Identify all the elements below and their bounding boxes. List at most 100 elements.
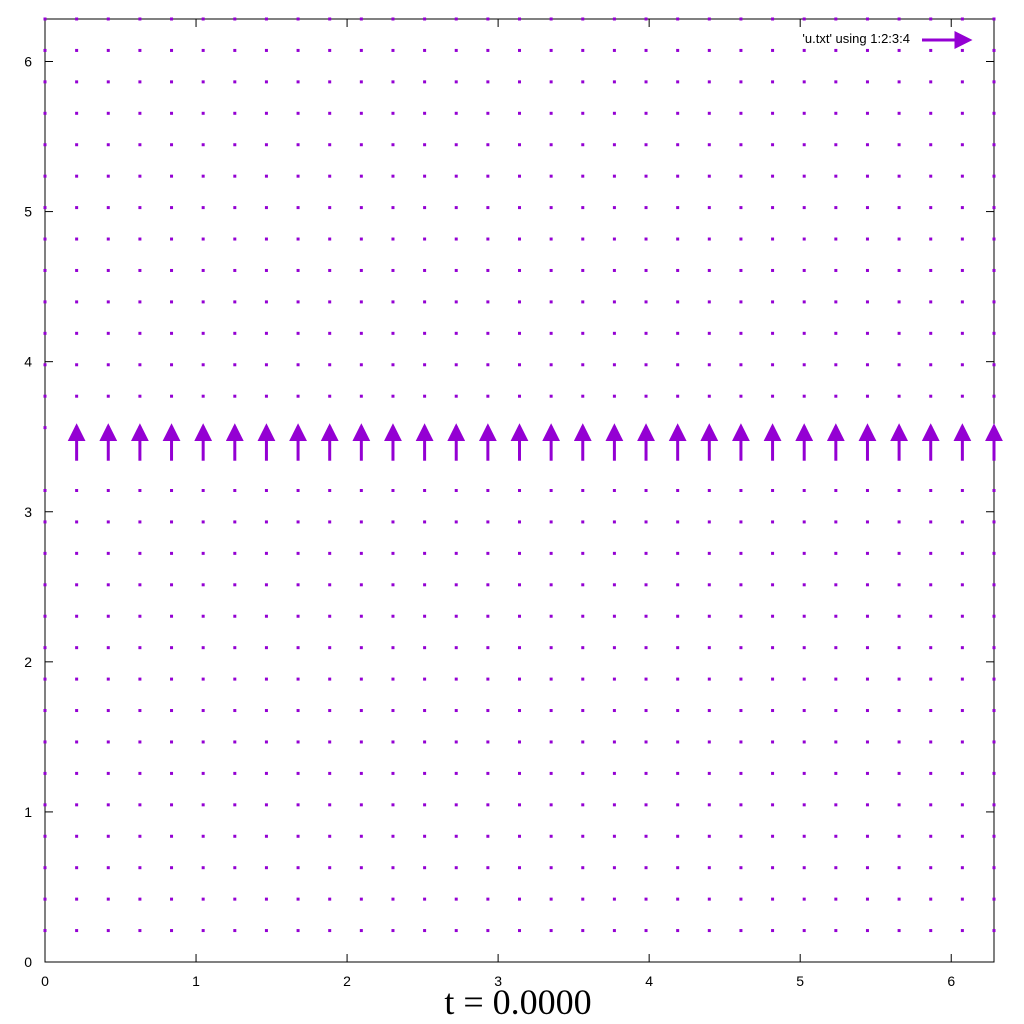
vector-dot — [454, 771, 458, 775]
vector-dot — [960, 80, 964, 84]
vector-dot — [233, 834, 237, 838]
vector-dot — [201, 709, 205, 713]
vector-dot — [834, 771, 838, 775]
vector-dot — [676, 646, 680, 650]
vector-dot — [739, 614, 743, 618]
vector-dot — [454, 520, 458, 524]
vector-dot — [170, 520, 174, 524]
vector-dot — [75, 740, 79, 744]
vector-dot — [201, 551, 205, 555]
vector-dot — [391, 174, 395, 178]
vector-dot — [138, 929, 142, 933]
vector-dot — [454, 929, 458, 933]
vector-dot — [992, 17, 996, 21]
vector-dot — [992, 80, 996, 84]
vector-dot — [897, 646, 901, 650]
vector-dot — [865, 929, 869, 933]
vector-dot — [75, 709, 79, 713]
vector-dot — [739, 174, 743, 178]
vector-dot — [802, 897, 806, 901]
vector-dot — [739, 520, 743, 524]
vector-dot — [929, 614, 933, 618]
vector-dot — [771, 834, 775, 838]
vector-dot — [897, 268, 901, 272]
vector-dot — [676, 111, 680, 115]
vector-dot — [929, 237, 933, 241]
vector-dot — [581, 17, 585, 21]
vector-dot — [75, 614, 79, 618]
vector-dot — [296, 866, 300, 870]
vector-dot — [929, 206, 933, 210]
vector-dot — [549, 834, 553, 838]
vector-dot — [707, 206, 711, 210]
vector-dot — [486, 520, 490, 524]
vector-dot — [834, 929, 838, 933]
vector-dot — [897, 331, 901, 335]
vector-dot — [834, 709, 838, 713]
vector-dot — [106, 520, 110, 524]
vector-dot — [201, 583, 205, 587]
vector-dot — [929, 740, 933, 744]
vector-dot — [581, 48, 585, 52]
vector-dot — [739, 929, 743, 933]
vector-dot — [707, 803, 711, 807]
vector-dot — [106, 677, 110, 681]
vector-dot — [834, 551, 838, 555]
vector-dot — [739, 80, 743, 84]
vector-dot — [676, 237, 680, 241]
vector-dot — [264, 363, 268, 367]
vector-dot — [518, 111, 521, 115]
vector-dot — [834, 866, 838, 870]
vector-dot — [423, 268, 427, 272]
vector-dot — [865, 331, 869, 335]
vector-dot — [359, 143, 363, 147]
vector-dot — [486, 709, 490, 713]
vector-dot — [391, 740, 395, 744]
vector-dot — [75, 520, 79, 524]
vector-dot — [612, 740, 616, 744]
vector-dot — [771, 551, 775, 555]
vector-dot — [138, 143, 142, 147]
vector-dot — [897, 363, 901, 367]
vector-dot — [581, 489, 585, 492]
vector-dot — [802, 17, 806, 21]
vector-dot — [296, 17, 300, 21]
vector-dot — [960, 17, 964, 21]
vector-dot — [834, 143, 838, 147]
vector-dot — [612, 803, 616, 807]
vector-dot — [929, 489, 933, 492]
vector-dot — [929, 268, 933, 272]
vector-dot — [170, 174, 174, 178]
vector-dot — [834, 363, 838, 367]
vector-dot — [549, 551, 553, 555]
vector-dot — [423, 17, 427, 21]
vector-dot — [75, 897, 79, 901]
vector-dot — [486, 803, 490, 807]
vector-dot — [802, 646, 806, 650]
vector-dot — [138, 174, 142, 178]
vector-dot — [454, 646, 458, 650]
vector-dot — [960, 740, 964, 744]
vector-dot — [834, 520, 838, 524]
vector-dot — [75, 866, 79, 870]
vector-dot — [865, 206, 869, 210]
vector-dot — [264, 646, 268, 650]
vector-dot — [201, 331, 205, 335]
vector-dot — [581, 803, 585, 807]
vector-dot — [486, 206, 490, 210]
y-tick-label: 0 — [24, 954, 32, 970]
vector-dot — [929, 677, 933, 681]
vector-dot — [264, 111, 268, 115]
vector-dot — [802, 677, 806, 681]
vector-dot — [929, 709, 933, 713]
vector-dot — [296, 929, 300, 933]
vector-dot — [486, 740, 490, 744]
vector-dot — [865, 646, 869, 650]
vector-dot — [929, 771, 933, 775]
vector-dot — [676, 771, 680, 775]
vector-dot — [391, 237, 395, 241]
vector-dot — [802, 111, 806, 115]
vector-dot — [612, 551, 616, 555]
vector-dot — [106, 771, 110, 775]
vector-dot — [834, 48, 838, 52]
